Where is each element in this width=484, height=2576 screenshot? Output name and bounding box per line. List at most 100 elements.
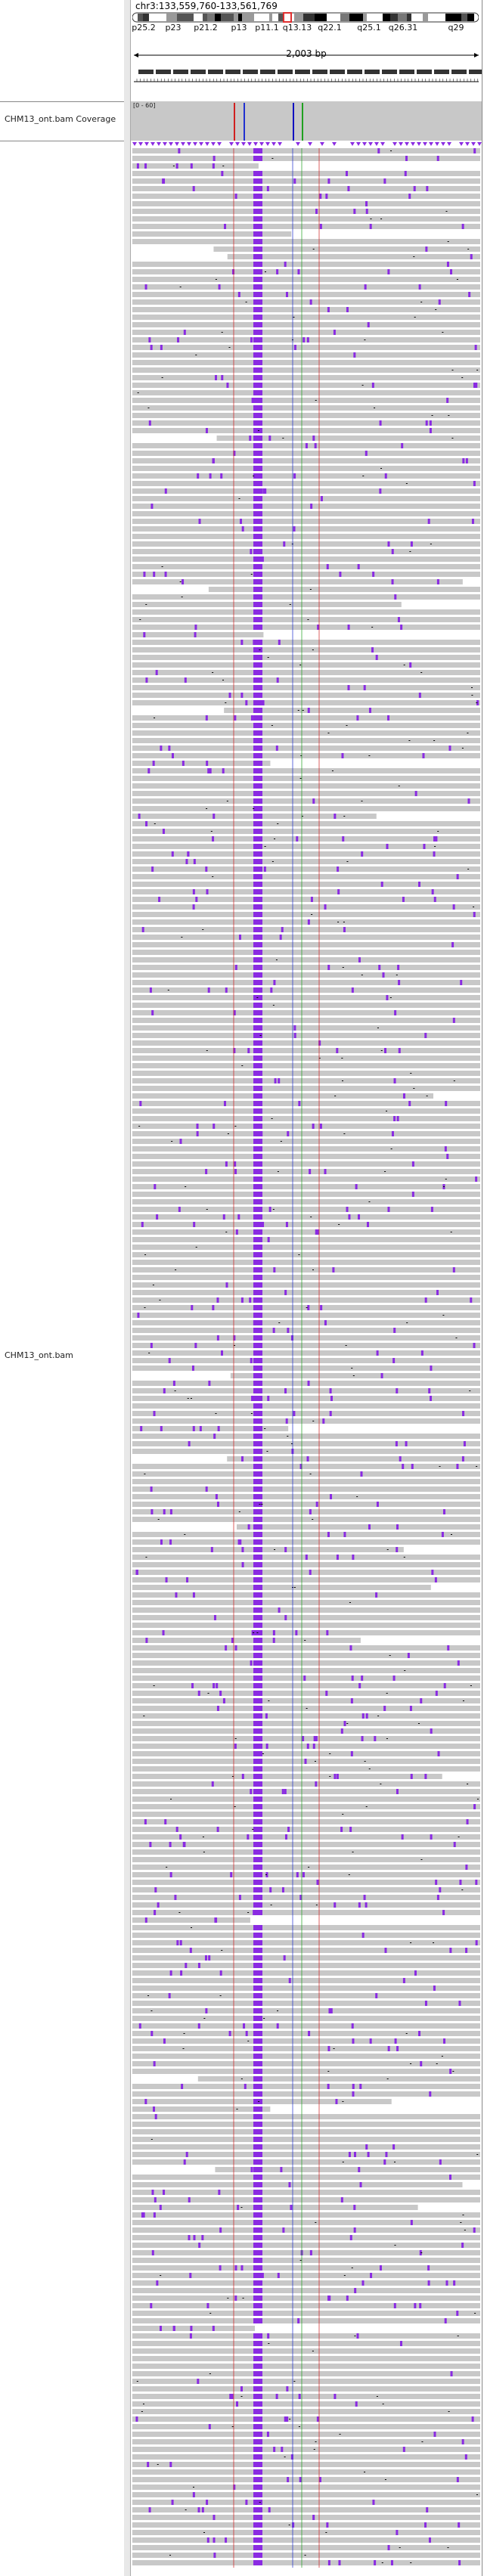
insertion-glyph [312, 1744, 315, 1749]
insertion-glyph [436, 579, 439, 584]
insertion-block [253, 2416, 262, 2422]
insertion-glyph [465, 1948, 468, 1953]
insertion-glyph [396, 2046, 399, 2051]
insertion-glyph [180, 1970, 183, 1976]
insertion-block [253, 1071, 262, 1076]
read [132, 647, 480, 653]
ideogram-band [467, 14, 473, 21]
deletion-mark [178, 1912, 181, 1913]
alignment-reads-track[interactable] [131, 141, 482, 2571]
insertion-glyph [444, 2318, 447, 2323]
deletion-mark [461, 748, 464, 749]
insertion-block [253, 2137, 262, 2142]
insertion-glyph [281, 2447, 284, 2452]
ruler-tick-label [225, 70, 240, 74]
deletion-mark [253, 808, 255, 809]
insertion-block [253, 201, 262, 206]
insertion-glyph [275, 2394, 278, 2399]
insertion-block [253, 2190, 262, 2195]
read [132, 1176, 480, 1182]
insertion-glyph [196, 1124, 199, 1129]
insertion-glyph [288, 2182, 291, 2187]
read [132, 1547, 404, 1552]
insertion-block [253, 685, 262, 690]
deletion-mark [263, 2018, 265, 2019]
insertion-block [253, 534, 262, 539]
insertion-block [253, 1396, 262, 1401]
insertion-glyph [160, 2326, 163, 2331]
deletion-mark [266, 1451, 268, 1452]
insertion-block [253, 987, 262, 993]
insertion-glyph [292, 2522, 295, 2528]
insertion-glyph [234, 194, 237, 199]
insertion-glyph [293, 345, 296, 350]
read [132, 882, 480, 887]
insertion-glyph [356, 715, 359, 721]
insertion-glyph [222, 1214, 225, 1220]
insertion-glyph [444, 1146, 447, 1152]
insertion-glyph [135, 2416, 138, 2422]
read [132, 1955, 480, 1961]
insertion-glyph [328, 2295, 331, 2301]
insertion-glyph [208, 1381, 211, 1386]
insertion-glyph [163, 2190, 166, 2195]
reads-track-label[interactable]: CHM13_ont.bam [5, 1350, 73, 1360]
insertion-block [253, 2091, 262, 2097]
insertion-block [253, 738, 262, 743]
deletion-mark [307, 619, 309, 620]
read [132, 579, 463, 584]
deletion-mark [348, 1874, 350, 1875]
insertion-glyph [462, 458, 465, 463]
insertion-glyph [293, 1411, 296, 1416]
insertion-glyph [234, 2295, 237, 2301]
coverage-track[interactable] [131, 101, 482, 141]
panel-separator[interactable] [124, 0, 131, 2576]
read [132, 2106, 271, 2112]
insertion-glyph [465, 1865, 468, 1870]
read [132, 1600, 480, 1605]
read [132, 488, 480, 494]
insertion-glyph [193, 859, 196, 864]
insertion-block [253, 2008, 262, 2013]
insertion-block [253, 224, 262, 229]
insertion-marker [241, 142, 246, 146]
read [132, 299, 480, 305]
deletion-mark [469, 1390, 471, 1391]
read [132, 1630, 480, 1635]
insertion-glyph [380, 882, 383, 887]
insertion-glyph [398, 1048, 401, 1053]
insertion-block [253, 2424, 262, 2429]
deletion-mark [144, 1254, 147, 1255]
insertion-glyph [377, 148, 380, 153]
insertion-glyph [361, 1933, 365, 1938]
coverage-track-label[interactable]: CHM13_ont.bam Coverage [5, 114, 116, 124]
insertion-block [253, 662, 262, 668]
insertion-glyph [206, 889, 209, 894]
insertion-glyph [352, 1555, 355, 1560]
insertion-glyph [213, 156, 216, 161]
insertion-block [253, 1456, 262, 1462]
insertion-glyph [245, 700, 248, 705]
insertion-glyph [327, 965, 330, 970]
insertion-block [253, 1524, 262, 1530]
insertion-block [253, 307, 262, 312]
insertion-block [253, 1373, 262, 1378]
insertion-glyph [345, 171, 348, 176]
read [132, 519, 480, 524]
insertion-glyph [335, 2099, 338, 2104]
read [132, 844, 480, 849]
ideogram-band [272, 14, 278, 21]
deletion-mark [471, 687, 473, 688]
genomic-ruler[interactable] [131, 36, 482, 89]
insertion-glyph [163, 1509, 166, 1514]
read [132, 2137, 480, 2142]
deletion-mark [166, 1867, 168, 1868]
insertion-glyph [145, 1638, 148, 1643]
chromosome-ideogram[interactable] [132, 12, 479, 23]
insertion-block [253, 194, 262, 199]
data-panel: chr3:133,559,760-133,561,769 p25.2 p23 p21… [131, 0, 482, 2576]
insertion-glyph [237, 1539, 240, 1545]
insertion-glyph [431, 889, 434, 894]
deletion-mark [225, 702, 227, 703]
band-label-q26.31: q26.31 [388, 23, 418, 33]
